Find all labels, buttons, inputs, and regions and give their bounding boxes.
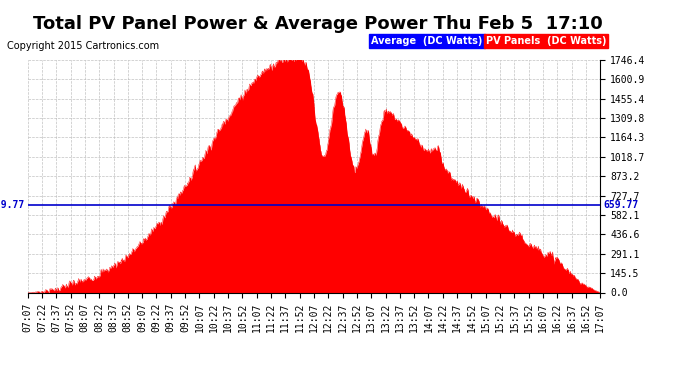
Text: Average  (DC Watts): Average (DC Watts) [371, 36, 482, 46]
Text: 659.77: 659.77 [0, 200, 25, 210]
Text: Copyright 2015 Cartronics.com: Copyright 2015 Cartronics.com [7, 41, 159, 51]
Text: PV Panels  (DC Watts): PV Panels (DC Watts) [486, 36, 607, 46]
Text: Total PV Panel Power & Average Power Thu Feb 5  17:10: Total PV Panel Power & Average Power Thu… [32, 15, 602, 33]
Text: 659.77: 659.77 [603, 200, 638, 210]
